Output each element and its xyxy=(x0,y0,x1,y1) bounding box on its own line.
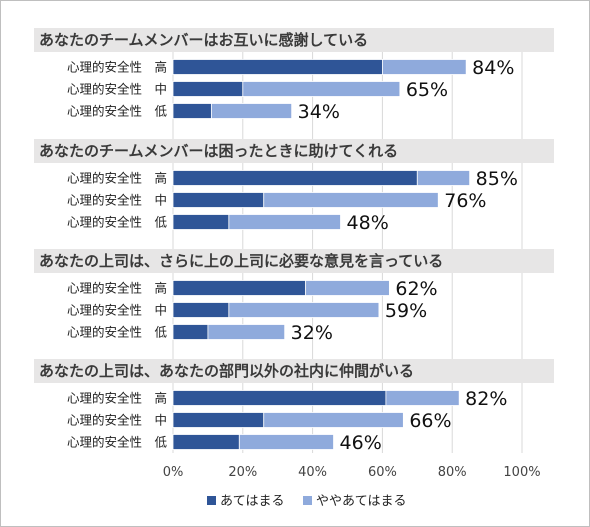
total-percent-label: 48% xyxy=(347,212,389,234)
bar-somewhat xyxy=(381,59,467,75)
bar-applies xyxy=(172,192,265,208)
total-percent-label: 32% xyxy=(291,322,333,344)
bar-somewhat xyxy=(305,280,390,296)
section-title: あなたの上司は、あなたの部門以外の社内に仲間がいる xyxy=(39,362,414,380)
row-label: 心理的安全性 中 xyxy=(67,413,167,428)
bar-applies xyxy=(172,434,240,450)
bar-applies xyxy=(172,81,244,97)
x-tick-label: 80% xyxy=(438,465,467,480)
section-title: あなたのチームメンバーはお互いに感謝している xyxy=(39,31,368,49)
total-percent-label: 66% xyxy=(409,410,451,432)
row-label: 心理的安全性 高 xyxy=(67,391,167,406)
bar-applies xyxy=(172,170,418,186)
x-tick-label: 0% xyxy=(163,465,184,480)
bar-somewhat xyxy=(210,103,293,119)
section-title: あなたの上司は、さらに上の上司に必要な意見を言っている xyxy=(39,252,443,270)
legend-swatch-applies xyxy=(207,496,216,505)
bar-applies xyxy=(172,302,230,318)
total-percent-label: 62% xyxy=(395,278,437,300)
row-label: 心理的安全性 高 xyxy=(67,281,167,296)
x-tick-label: 20% xyxy=(228,465,257,480)
row-label: 心理的安全性 中 xyxy=(67,303,167,318)
section-header-background xyxy=(34,249,554,273)
legend-label-applies: あてはまる xyxy=(220,494,284,509)
bar-applies xyxy=(172,59,383,75)
total-percent-label: 84% xyxy=(472,57,514,79)
total-percent-label: 46% xyxy=(340,432,382,454)
row-label: 心理的安全性 低 xyxy=(67,435,168,450)
total-percent-label: 82% xyxy=(465,388,507,410)
row-label: 心理的安全性 低 xyxy=(67,215,168,230)
bar-applies xyxy=(172,280,307,296)
total-percent-label: 65% xyxy=(406,79,448,101)
bar-somewhat xyxy=(238,434,334,450)
row-label: 心理的安全性 高 xyxy=(67,171,167,186)
total-percent-label: 59% xyxy=(385,300,427,322)
x-tick-label: 60% xyxy=(368,465,397,480)
bar-somewhat xyxy=(207,324,286,340)
bar-somewhat xyxy=(228,214,341,230)
bar-somewhat xyxy=(263,412,404,428)
row-label: 心理的安全性 低 xyxy=(67,104,168,119)
bar-applies xyxy=(172,390,387,406)
total-percent-label: 76% xyxy=(444,190,486,212)
bar-applies xyxy=(172,412,265,428)
bar-applies xyxy=(172,214,230,230)
bar-applies xyxy=(172,103,212,119)
legend-label-somewhat: ややあてはまる xyxy=(316,494,406,509)
legend-swatch-somewhat xyxy=(303,496,312,505)
x-tick-label: 100% xyxy=(503,465,540,480)
bar-applies xyxy=(172,324,209,340)
x-tick-label: 40% xyxy=(298,465,327,480)
row-label: 心理的安全性 低 xyxy=(67,325,168,340)
bar-somewhat xyxy=(242,81,401,97)
total-percent-label: 85% xyxy=(476,168,518,190)
bar-somewhat xyxy=(416,170,471,186)
row-label: 心理的安全性 中 xyxy=(67,193,167,208)
section-title: あなたのチームメンバーは困ったときに助けてくれる xyxy=(39,142,398,160)
bar-somewhat xyxy=(385,390,460,406)
bar-somewhat xyxy=(263,192,439,208)
row-label: 心理的安全性 高 xyxy=(67,60,167,75)
bar-somewhat xyxy=(228,302,380,318)
total-percent-label: 34% xyxy=(298,101,340,123)
section-header-background xyxy=(34,139,554,163)
section-header-background xyxy=(34,28,554,52)
section-header-background xyxy=(34,359,554,383)
row-label: 心理的安全性 中 xyxy=(67,82,167,97)
